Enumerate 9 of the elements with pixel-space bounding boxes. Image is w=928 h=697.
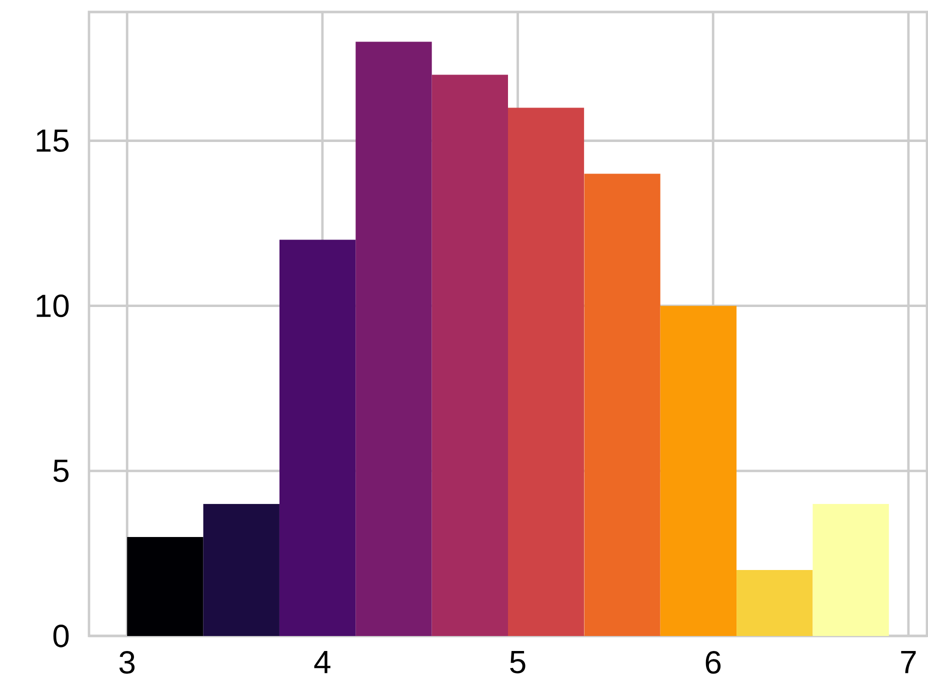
x-tick-label: 4 bbox=[314, 651, 330, 674]
y-tick-label: 5 bbox=[53, 460, 69, 482]
x-tick-label: 7 bbox=[901, 651, 916, 674]
y-tick-label: 0 bbox=[53, 624, 69, 648]
y-tick-label: 10 bbox=[36, 294, 69, 318]
y-tick-label: 15 bbox=[36, 130, 69, 152]
x-tick-label: 6 bbox=[706, 651, 721, 674]
x-tick-label: 3 bbox=[119, 651, 135, 674]
x-tick-label: 5 bbox=[510, 651, 526, 674]
